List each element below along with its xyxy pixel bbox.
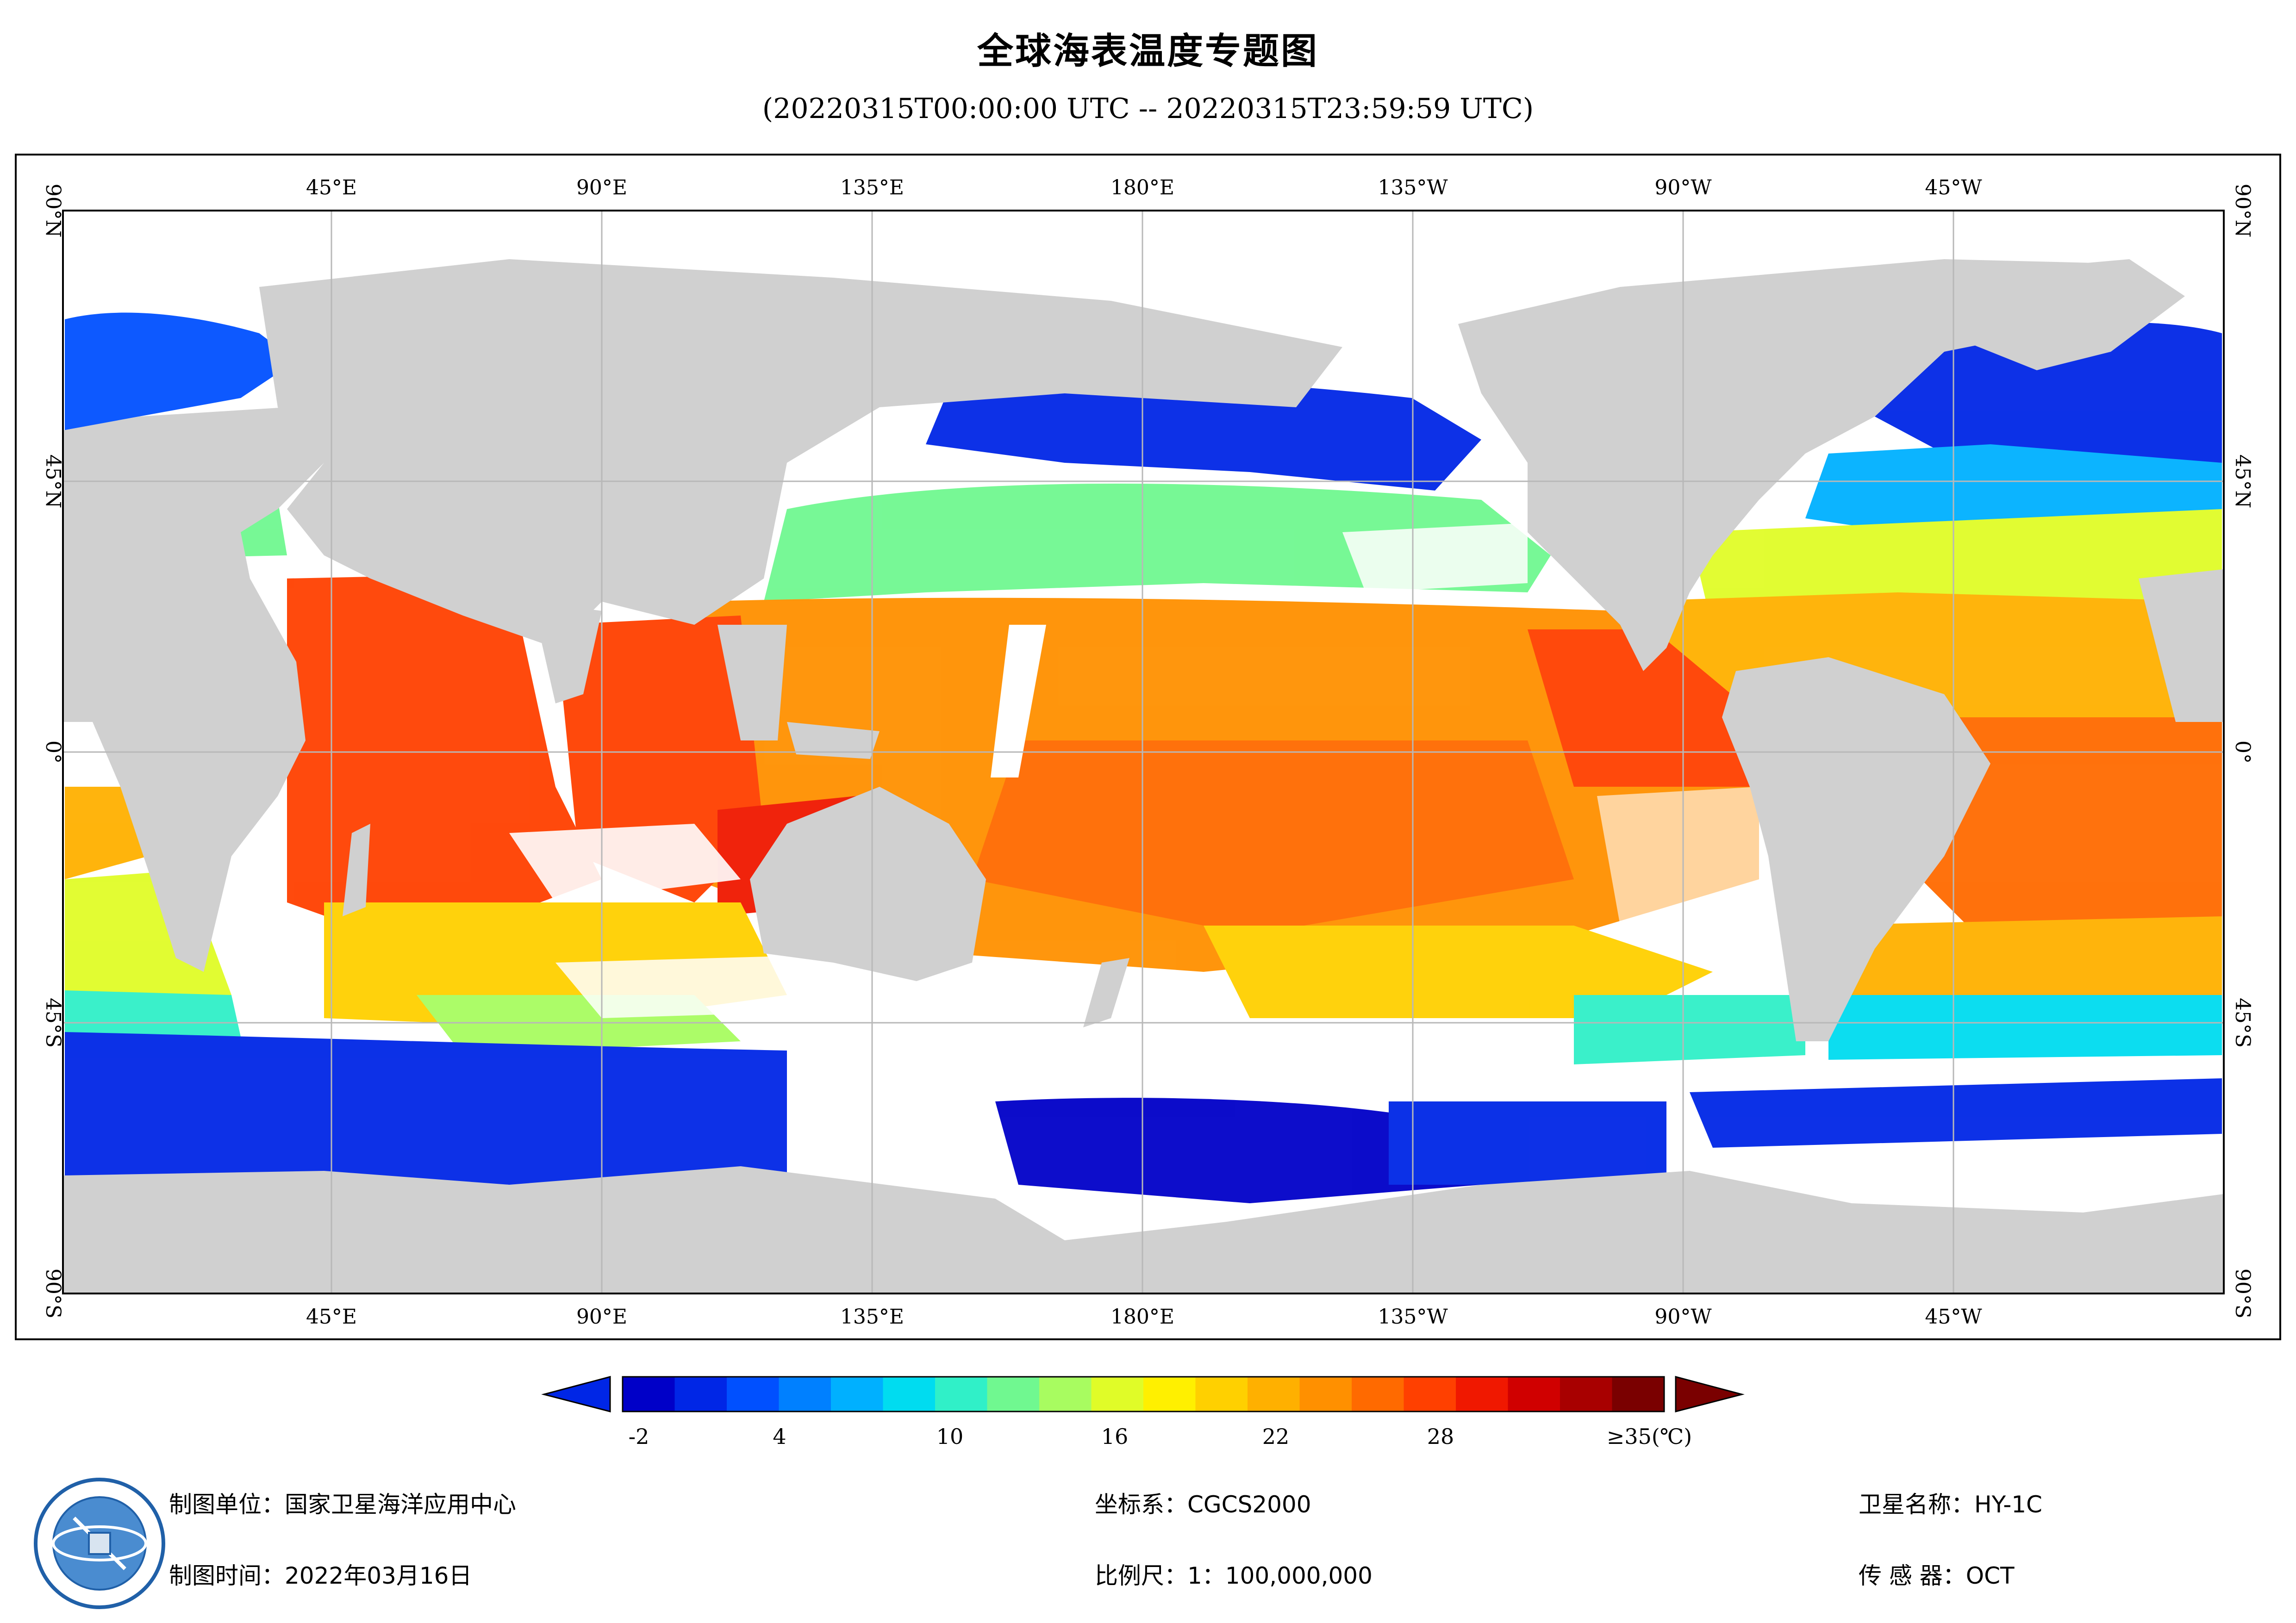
lon-label: 45°E	[306, 1305, 357, 1329]
lon-labels-bottom: 45°E 90°E 135°E 180°E 135°W 90°W 45°W	[306, 1305, 1982, 1329]
graticule	[63, 211, 2224, 1293]
colorbar-cell	[1612, 1377, 1665, 1412]
colorbar-cell	[1248, 1377, 1300, 1412]
colorbar-cell	[727, 1377, 779, 1412]
map-title: 全球海表温度专题图	[977, 31, 1319, 72]
colorbar-cell	[1299, 1377, 1352, 1412]
colorbar-tick-label: ≥35(℃)	[1607, 1424, 1692, 1449]
lat-label: 90°S	[2231, 1269, 2254, 1318]
lat-label: 90°N	[2231, 184, 2254, 238]
colorbar-tick-label: 28	[1427, 1424, 1454, 1449]
colorbar-low-arrow	[541, 1376, 611, 1412]
lat-label: 45°N	[2231, 454, 2254, 509]
coordinate-system: 坐标系：CGCS2000	[1095, 1491, 1311, 1518]
lon-label: 135°E	[840, 176, 904, 199]
colorbar-tick-label: 10	[936, 1424, 964, 1449]
colorbar-cell	[935, 1377, 987, 1412]
lat-labels-right: 90°N 45°N 0° 45°S 90°S	[2231, 184, 2254, 1318]
colorbar-outline	[622, 1376, 1665, 1412]
colorbar-cell	[779, 1377, 831, 1412]
lon-label: 180°E	[1111, 176, 1174, 199]
colorbar-cell	[1352, 1377, 1404, 1412]
colorbar-cell	[1560, 1377, 1612, 1412]
colorbar-cell	[1456, 1377, 1508, 1412]
footer: 制图单位：国家卫星海洋应用中心 制图时间：2022年03月16日 坐标系：CGC…	[169, 1491, 2042, 1589]
colorbar-cell	[623, 1377, 675, 1412]
lat-label: 45°S	[41, 998, 65, 1048]
lat-labels-left: 90°N 45°N 0° 45°S 90°S	[41, 184, 65, 1318]
colorbar-cell	[1508, 1377, 1560, 1412]
colorbar-tick-label: 22	[1262, 1424, 1290, 1449]
lon-label: 90°E	[576, 176, 627, 199]
map-border	[62, 210, 2225, 1294]
map-scale: 比例尺：1：100,000,000	[1095, 1562, 1373, 1589]
lon-label: 180°E	[1111, 1305, 1174, 1329]
colorbar-tick-label: -2	[629, 1424, 649, 1449]
agency-logo	[34, 1478, 165, 1609]
colorbar-cells	[623, 1377, 1665, 1412]
colorbar: -2 4 10 16 22 28 ≥35(℃)	[541, 1376, 1745, 1449]
colorbar-cell	[987, 1377, 1040, 1412]
map-subtitle: (20220315T00:00:00 UTC -- 20220315T23:59…	[762, 93, 1534, 125]
colorbar-cell	[1404, 1377, 1456, 1412]
lon-label: 45°E	[306, 176, 357, 199]
map-area	[63, 211, 2224, 1293]
lon-label: 90°E	[576, 1305, 627, 1329]
colorbar-cell	[1039, 1377, 1092, 1412]
colorbar-high-arrow	[1675, 1376, 1745, 1412]
lat-label: 0°	[2231, 740, 2254, 764]
map-unit: 制图单位：国家卫星海洋应用中心	[169, 1491, 516, 1518]
satellite-name: 卫星名称：HY-1C	[1859, 1491, 2042, 1518]
lat-label: 90°N	[41, 184, 65, 238]
map-frame	[15, 154, 2281, 1340]
colorbar-cell	[1091, 1377, 1144, 1412]
colorbar-cell	[883, 1377, 936, 1412]
lon-label: 135°W	[1378, 176, 1448, 199]
sensor-name: 传 感 器：OCT	[1859, 1562, 2015, 1589]
lon-label: 90°W	[1654, 1305, 1712, 1329]
lon-labels-top: 45°E 90°E 135°E 180°E 135°W 90°W 45°W	[306, 176, 1982, 199]
lat-label: 90°S	[41, 1269, 65, 1318]
colorbar-cell	[1143, 1377, 1196, 1412]
lon-label: 135°E	[840, 1305, 904, 1329]
lon-label: 45°W	[1925, 176, 1982, 199]
colorbar-cell	[674, 1377, 727, 1412]
lat-label: 0°	[41, 740, 65, 764]
land-mass	[63, 259, 2224, 1293]
lat-label: 45°S	[2231, 998, 2254, 1048]
map-time: 制图时间：2022年03月16日	[169, 1562, 472, 1589]
lon-label: 90°W	[1654, 176, 1712, 199]
lat-label: 45°N	[41, 454, 65, 509]
lon-label: 135°W	[1378, 1305, 1448, 1329]
colorbar-cell	[831, 1377, 883, 1412]
colorbar-tick-label: 16	[1101, 1424, 1129, 1449]
lon-label: 45°W	[1925, 1305, 1982, 1329]
colorbar-tick-label: 4	[773, 1424, 786, 1449]
colorbar-cell	[1195, 1377, 1248, 1412]
